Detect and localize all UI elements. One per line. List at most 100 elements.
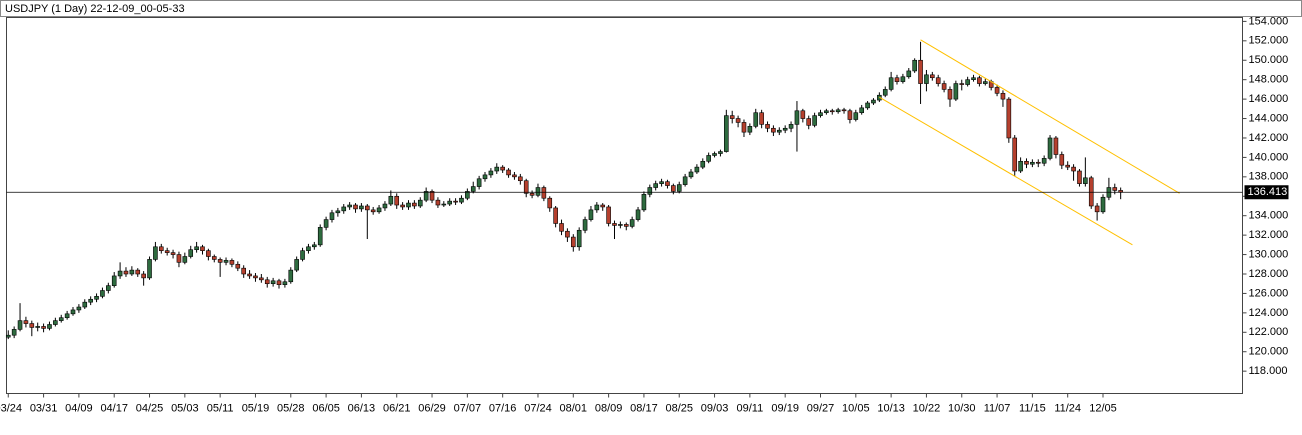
candle-body [518,176,523,182]
candle-body [959,83,965,85]
candle-body [706,155,711,162]
candle-body [653,183,658,188]
candle-body [312,244,317,248]
candle-body [406,202,411,208]
candle-body [459,197,464,203]
candle-body [782,127,788,131]
x-tick-label: 06/21 [383,402,411,414]
y-tick-label: 134.000 [1249,210,1289,222]
candle-body [11,329,17,336]
candle-body [229,260,235,265]
candle-body [188,249,194,257]
x-tick-label: 11/24 [1054,402,1081,414]
candle-body [977,77,982,84]
candle-body [1065,164,1070,168]
candle-body [659,181,664,184]
candle-body [982,81,988,84]
candle-body [924,74,929,84]
candle-body [847,110,853,120]
candle-body [1006,98,1012,139]
candle-body [565,230,570,238]
x-tick-label: 12/05 [1089,402,1117,414]
candle-body [364,205,370,211]
candle-body [747,126,753,133]
candle-body [1083,177,1088,184]
channel-line [920,39,1180,194]
candle-body [718,151,723,154]
candle-body [506,169,511,176]
candle-body [935,77,941,84]
candle-body [5,334,11,338]
candle-body [488,170,494,176]
candle-body [282,281,288,285]
candle-body [147,259,152,279]
candle-body [994,87,1000,94]
x-tick-label: 05/03 [171,402,199,414]
x-tick-label: 05/19 [242,402,270,414]
y-tick-label: 150.000 [1249,54,1289,66]
candle-body [294,259,299,271]
candle-body [918,59,923,84]
candle-body [158,246,164,251]
candle-body [676,184,682,192]
candle-body [476,178,482,187]
candle-body [1024,160,1029,165]
candle-body [941,83,947,90]
candle-body [241,267,246,275]
x-tick-label: 05/28 [277,402,305,414]
x-tick-label: 10/05 [842,402,870,414]
candle-body [76,306,82,311]
candle-body [588,209,594,220]
candle-body [117,270,123,277]
candle-body [94,296,99,300]
y-tick-label: 124.000 [1249,307,1289,319]
x-tick-label: 08/01 [560,402,588,414]
candle-body [1018,160,1023,172]
x-tick-label: 04/25 [136,402,164,414]
candle-body [141,273,146,279]
candle-body [971,77,976,80]
candle-body [882,89,888,96]
candle-body [135,269,141,275]
x-tick-label: 06/13 [348,402,376,414]
candle-body [1047,137,1053,159]
candle-body [323,219,329,228]
candle-body [123,270,129,275]
candle-body [41,326,46,329]
candle-body [647,187,653,195]
candle-body [1035,161,1041,164]
y-tick-label: 122.000 [1249,326,1289,338]
candle-body [635,209,641,220]
candle-body [712,153,717,156]
y-tick-label: 128.000 [1249,268,1289,280]
candle-body [382,203,388,209]
candle-body [629,219,635,227]
y-tick-label: 154.000 [1249,15,1289,27]
candle-body [1094,205,1100,213]
candle-body [665,181,670,186]
candle-body [906,70,912,78]
candle-body [247,273,252,277]
candle-body [953,83,959,100]
candle-body [512,174,517,178]
candle-body [106,285,111,291]
candle-body [818,112,823,116]
candle-body [965,79,970,85]
candle-body [606,206,611,224]
candle-body [547,197,553,209]
candle-body [759,112,764,125]
candle-body [170,252,176,255]
candle-body [912,59,917,72]
candle-body [523,180,529,194]
candle-body [794,110,800,125]
candle-body [835,109,841,113]
candle-body [824,110,829,114]
x-tick-label: 09/11 [737,402,764,414]
x-tick-label: 03/24 [0,402,22,414]
candle-body [329,212,335,220]
candle-body [300,250,305,260]
candle-body [753,112,759,127]
candle-body [264,279,270,285]
